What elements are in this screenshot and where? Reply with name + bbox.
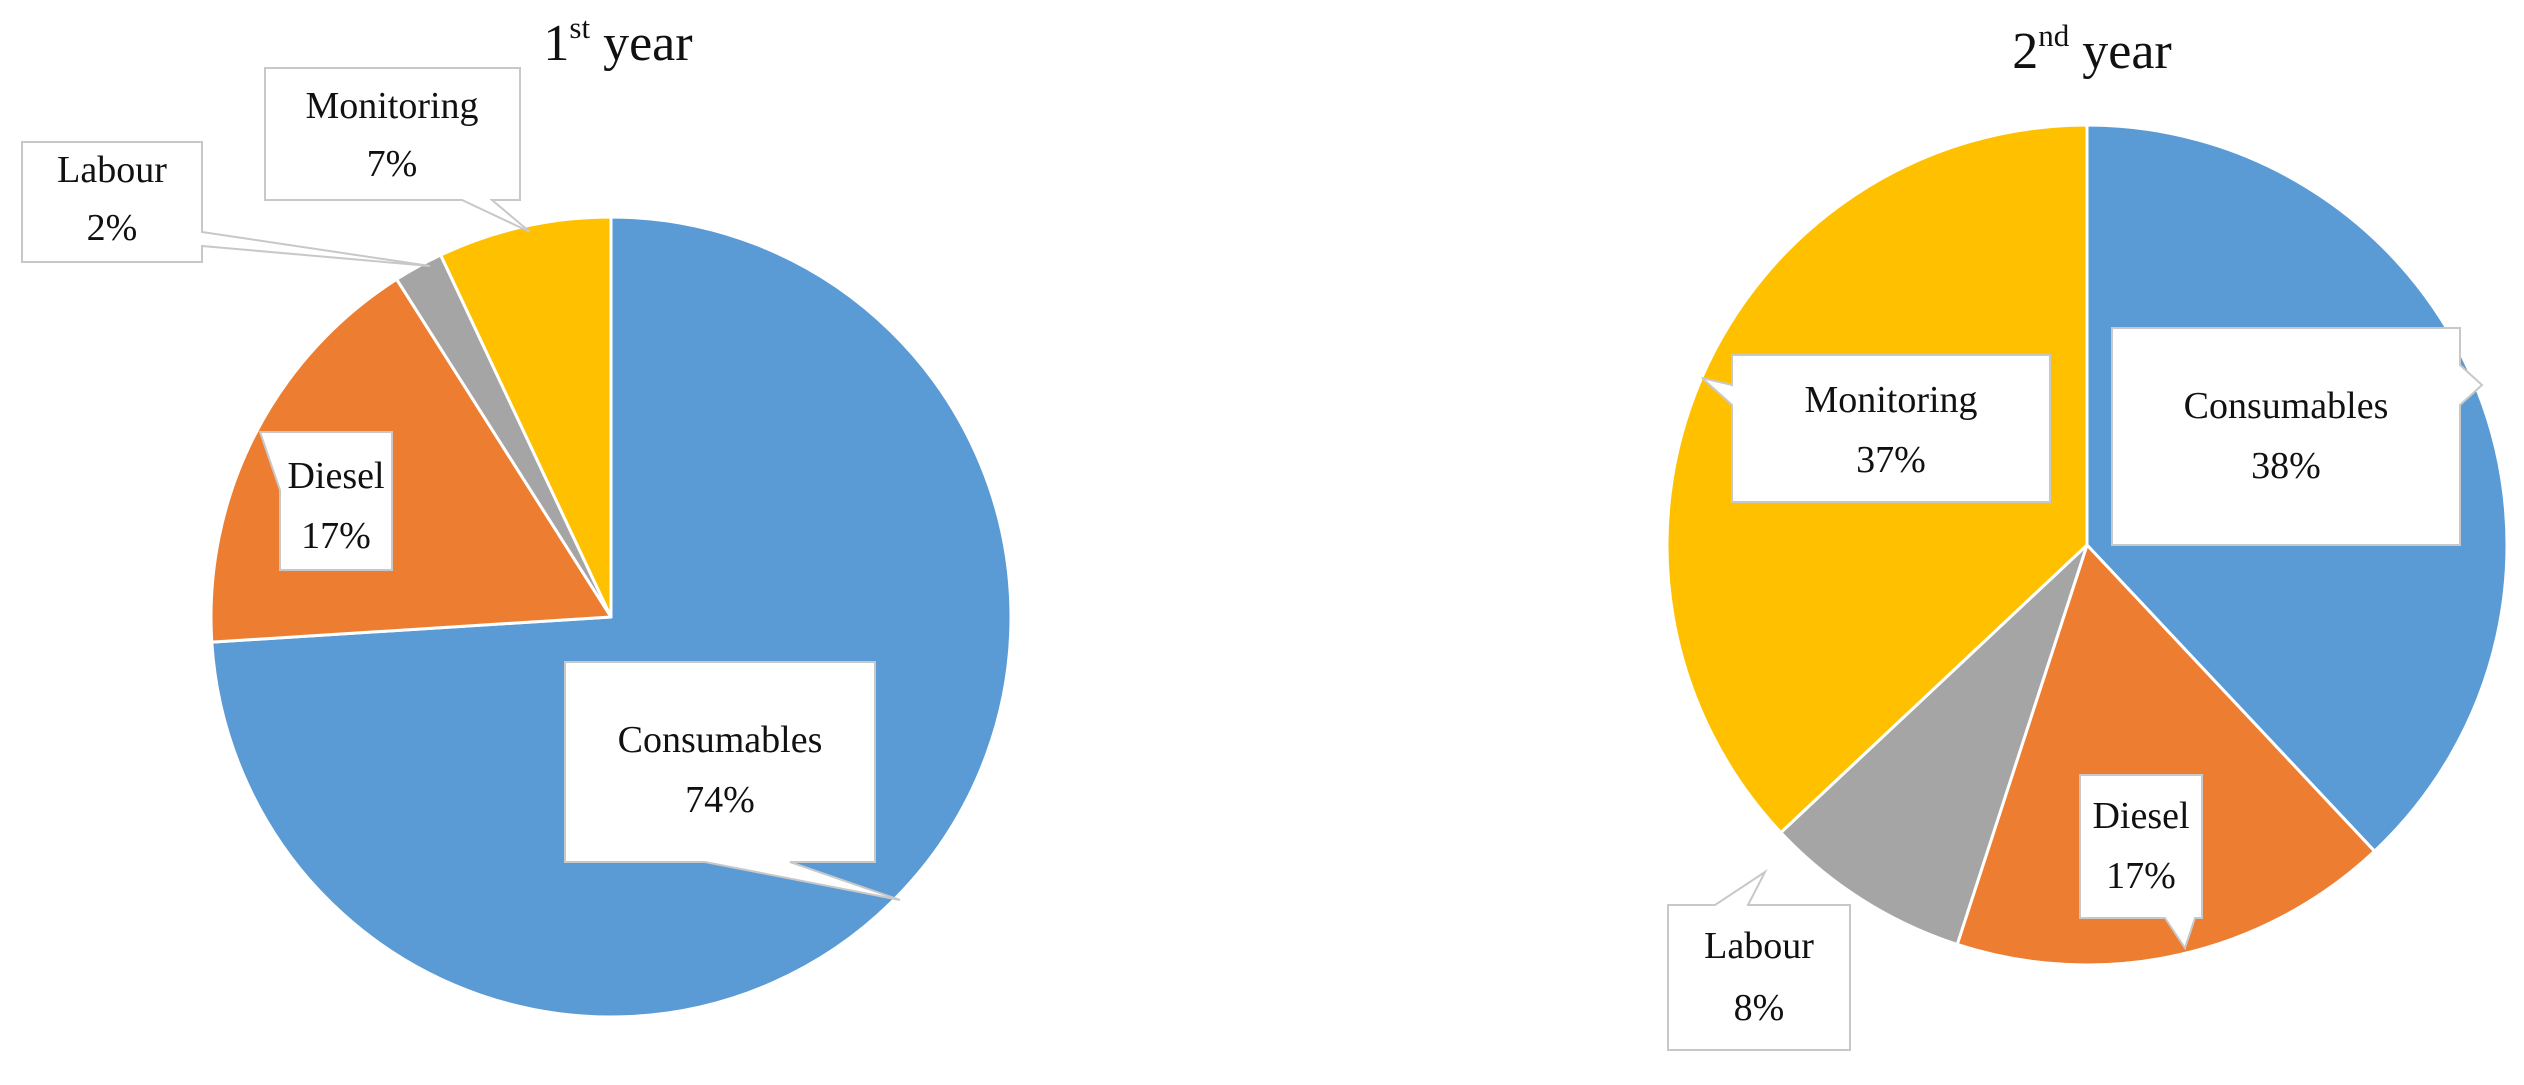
chart-1-callout-labour: Labour 2%	[21, 141, 431, 267]
pie-chart-2: 2nd year Consumables 38% Diesel 17% Labo…	[1665, 18, 2509, 1051]
chart-1-callout-diesel: Diesel 17%	[258, 431, 393, 571]
chart-2-slice-labour	[1779, 543, 2089, 946]
chart-2-callout-diesel-box	[2079, 774, 2203, 951]
chart-1-title-rest: year	[590, 15, 692, 72]
chart-2-label-monitoring-name: Monitoring	[1804, 379, 1977, 421]
chart-1-title: 1st year	[543, 10, 692, 72]
chart-2-title-rest: year	[2069, 23, 2171, 80]
pie-chart-1: 1st year Consumables 74% Diesel 17% Labo…	[21, 10, 1013, 1019]
chart-2-label-consumables-name: Consumables	[2184, 385, 2389, 427]
chart-1-label-labour-value: 2%	[87, 207, 138, 249]
chart-1-callout-monitoring-box	[264, 67, 531, 233]
chart-2-label-diesel-name: Diesel	[2092, 795, 2189, 837]
chart-2-title-sup: nd	[2038, 18, 2070, 53]
chart-1-title-base: 1	[543, 15, 569, 72]
chart-1-label-diesel-name: Diesel	[287, 455, 384, 497]
chart-2-callout-consumables: Consumables 38%	[2111, 327, 2484, 546]
chart-1-label-consumables-value: 74%	[685, 779, 755, 821]
chart-2-callout-labour-box	[1667, 869, 1851, 1051]
chart-2-callout-monitoring: Monitoring 37%	[1701, 354, 2051, 503]
chart-1-callout-consumables-box	[564, 661, 901, 901]
chart-1-label-labour-name: Labour	[57, 149, 167, 191]
chart-1-callout-monitoring: Monitoring 7%	[264, 67, 531, 233]
chart-2-slice-diesel	[1955, 543, 2377, 967]
chart-1-label-monitoring-name: Monitoring	[305, 85, 478, 127]
chart-1-label-diesel-value: 17%	[301, 515, 371, 557]
chart-1-title-sup: st	[569, 10, 590, 45]
chart-1-label-consumables-name: Consumables	[618, 719, 823, 761]
chart-2-title-base: 2	[2012, 23, 2038, 80]
chart-1-callout-diesel-box	[258, 431, 393, 571]
chart-1-label-monitoring-value: 7%	[367, 143, 418, 185]
chart-2-label-labour-name: Labour	[1704, 925, 1814, 967]
chart-2-callout-labour: Labour 8%	[1667, 869, 1851, 1051]
chart-1-callout-labour-box	[21, 141, 431, 267]
chart-2-title: 2nd year	[2012, 18, 2171, 80]
chart-2-label-labour-value: 8%	[1734, 987, 1785, 1029]
chart-2-label-monitoring-value: 37%	[1856, 439, 1926, 481]
chart-2-label-diesel-value: 17%	[2106, 855, 2176, 897]
chart-1-callout-consumables: Consumables 74%	[564, 661, 901, 901]
chart-2-label-consumables-value: 38%	[2251, 445, 2321, 487]
chart-2-callout-monitoring-box	[1701, 354, 2051, 503]
chart-2-callout-diesel: Diesel 17%	[2079, 774, 2203, 951]
chart-2-callout-consumables-box	[2111, 327, 2484, 546]
